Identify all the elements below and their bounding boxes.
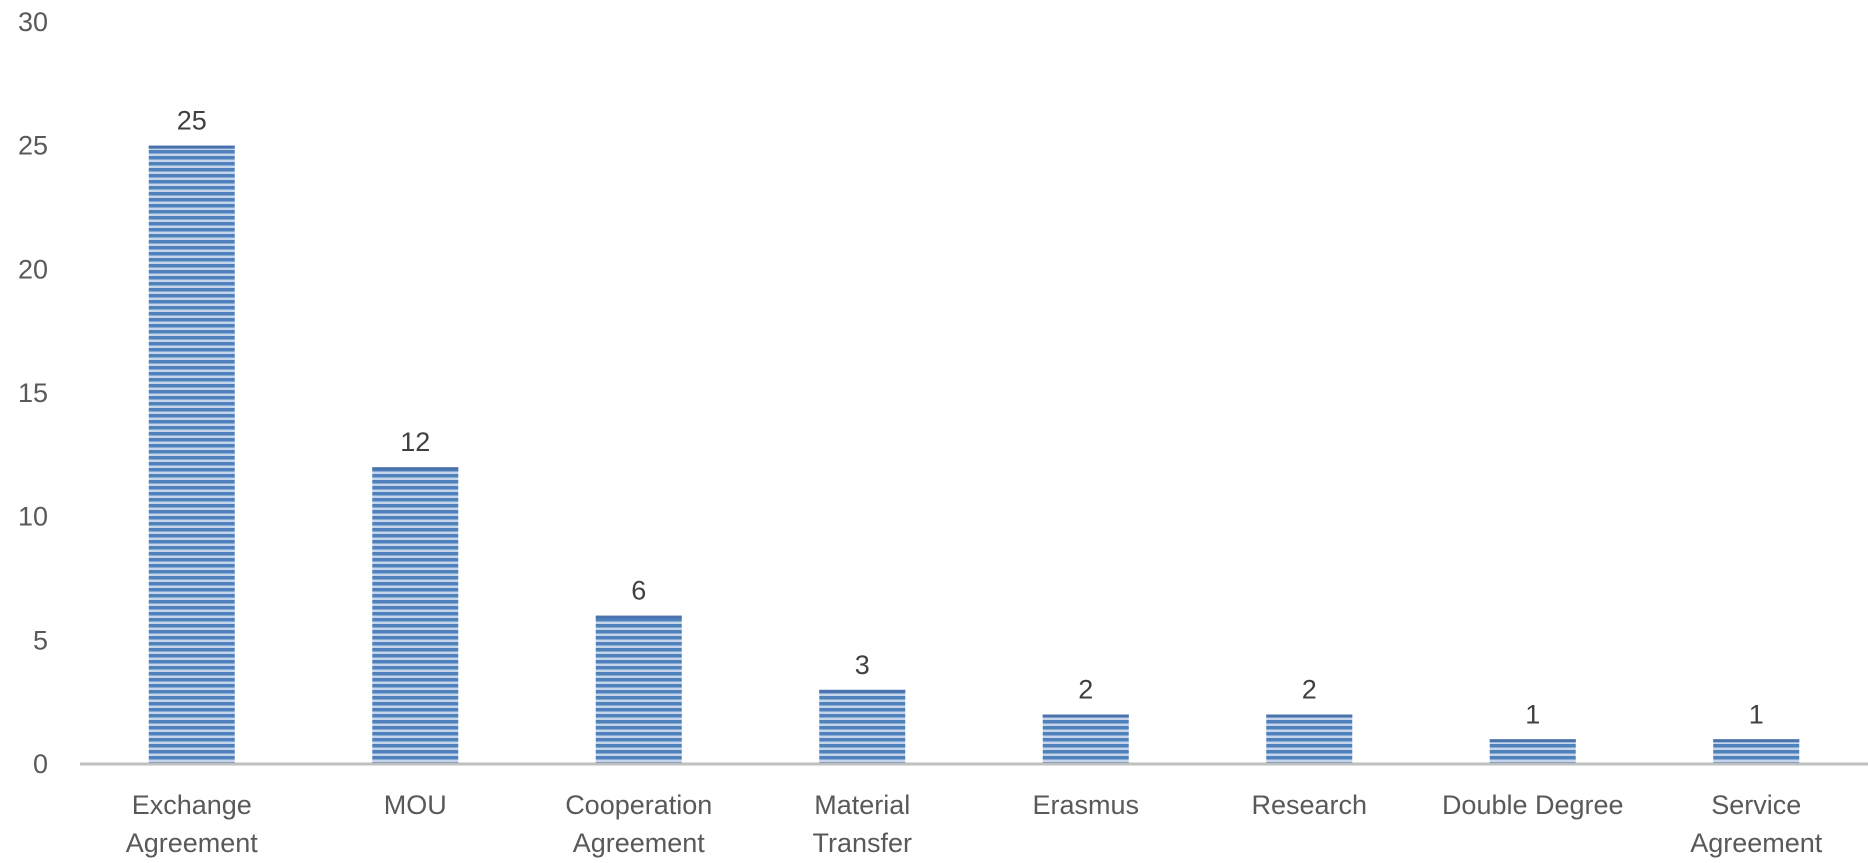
- bars: [148, 145, 1800, 764]
- y-tick-label: 15: [18, 378, 48, 408]
- bar-top-edge: [1042, 714, 1129, 718]
- y-tick-label: 25: [18, 131, 48, 161]
- bar: [148, 145, 235, 764]
- data-label: 3: [855, 650, 870, 680]
- data-label: 6: [631, 576, 646, 606]
- bar-top-edge: [1489, 739, 1576, 743]
- x-category-label: MOU: [384, 790, 447, 820]
- y-tick-label: 5: [33, 625, 48, 655]
- bar-top-edge: [595, 615, 682, 619]
- x-category-label: Double Degree: [1442, 790, 1624, 820]
- bar-top-edge: [372, 467, 459, 471]
- y-tick-label: 10: [18, 502, 48, 532]
- y-tick-label: 0: [33, 749, 48, 779]
- data-label: 12: [400, 427, 430, 457]
- x-category-label: Agreement: [573, 828, 706, 858]
- x-category-label: Agreement: [1690, 828, 1823, 858]
- bar-top-edge: [1713, 739, 1800, 743]
- y-tick-label: 30: [18, 7, 48, 37]
- y-tick-label: 20: [18, 254, 48, 284]
- x-category-label: Agreement: [126, 828, 259, 858]
- bar-top-edge: [148, 145, 235, 149]
- x-category-label: Cooperation: [565, 790, 712, 820]
- data-label: 1: [1525, 699, 1540, 729]
- bar: [1713, 739, 1800, 764]
- x-category-label: Exchange: [132, 790, 252, 820]
- x-category-label: Service: [1711, 790, 1801, 820]
- bar-top-edge: [819, 689, 906, 693]
- x-category-label: Research: [1251, 790, 1367, 820]
- data-label: 2: [1302, 675, 1317, 705]
- bar-top-edge: [1266, 714, 1353, 718]
- data-labels: 25 12 6 3 2 2 1 1: [177, 106, 1764, 730]
- x-axis-category-labels: Exchange Agreement MOU Cooperation Agreement…: [126, 790, 1823, 858]
- x-category-label: Erasmus: [1032, 790, 1139, 820]
- bar: [1266, 714, 1353, 764]
- data-label: 2: [1078, 675, 1093, 705]
- y-axis-tick-labels: 0 5 10 15 20 25 30: [18, 7, 48, 779]
- data-label: 1: [1749, 699, 1764, 729]
- bar: [372, 467, 459, 764]
- x-category-label: Transfer: [812, 828, 912, 858]
- bar: [819, 689, 906, 764]
- bar: [595, 615, 682, 764]
- x-category-label: Material: [814, 790, 910, 820]
- data-label: 25: [177, 106, 207, 136]
- bar: [1042, 714, 1129, 764]
- bar: [1489, 739, 1576, 764]
